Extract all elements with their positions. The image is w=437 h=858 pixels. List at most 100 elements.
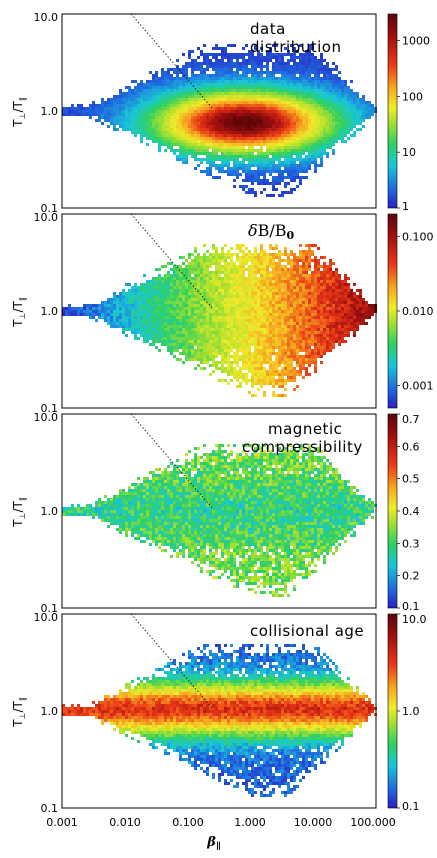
heatmap-cell [185,131,188,134]
heatmap-cell [257,92,260,95]
heatmap-cell [344,310,347,313]
heatmap-cell [359,122,362,125]
heatmap-cell [317,137,320,140]
heatmap-cell [125,101,128,104]
heatmap-cell [194,295,197,298]
heatmap-cell [326,298,329,301]
heatmap-cell [224,104,227,107]
heatmap-cell [326,310,329,313]
heatmap-cell [254,143,257,146]
heatmap-cell [194,122,197,125]
heatmap-cell [296,86,299,89]
heatmap-cell [296,125,299,128]
heatmap-cell [83,113,86,116]
heatmap-cell [122,289,125,292]
heatmap-cell [215,140,218,143]
heatmap-cell [167,277,170,280]
heatmap-cell [158,286,161,289]
heatmap-cell [134,289,137,292]
heatmap-cell [251,140,254,143]
heatmap-cell [209,173,212,176]
heatmap-cell [254,301,257,304]
heatmap-cell [302,322,305,325]
heatmap-cell [329,107,332,110]
heatmap-cell [224,155,227,158]
heatmap-cell [185,143,188,146]
heatmap-cell [149,283,152,286]
heatmap-cell [305,176,308,179]
heatmap-cell [305,65,308,68]
heatmap-cell [185,322,188,325]
heatmap-cell [239,268,242,271]
heatmap-cell [272,289,275,292]
heatmap-cell [167,80,170,83]
heatmap-cell [203,316,206,319]
heatmap-cell [263,295,266,298]
heatmap-cell [242,188,245,191]
heatmap-cell [101,122,104,125]
heatmap-cell [206,289,209,292]
heatmap-cell [206,149,209,152]
heatmap-cell [254,164,257,167]
heatmap-cell [188,265,191,268]
heatmap-cell [188,262,191,265]
heatmap-cell [269,140,272,143]
heatmap-cell [239,140,242,143]
heatmap-cell [194,250,197,253]
heatmap-cell [230,116,233,119]
heatmap-cell [212,337,215,340]
heatmap-cell [191,83,194,86]
heatmap-cell [146,292,149,295]
heatmap-cell [263,283,266,286]
heatmap-cell [314,316,317,319]
heatmap-cell [266,277,269,280]
heatmap-cell [224,161,227,164]
heatmap-cell [239,53,242,56]
heatmap-cell [176,265,179,268]
heatmap-cell [290,173,293,176]
heatmap-cell [263,253,266,256]
heatmap-cell [356,104,359,107]
heatmap-cell [161,131,164,134]
heatmap-cell [137,295,140,298]
heatmap-cell [245,286,248,289]
heatmap-cell [257,152,260,155]
heatmap-cell [281,164,284,167]
heatmap-cell [131,298,134,301]
heatmap-cell [107,125,110,128]
heatmap-cell [260,256,263,259]
heatmap-cell [212,122,215,125]
heatmap-cell [137,331,140,334]
heatmap-cell [188,113,191,116]
heatmap-cell [239,259,242,262]
heatmap-cell [275,143,278,146]
heatmap-cell [311,337,314,340]
heatmap-cell [236,125,239,128]
heatmap-cell [356,304,359,307]
heatmap-cell [305,274,308,277]
heatmap-cell [356,298,359,301]
heatmap-cell [161,319,164,322]
heatmap-cell [227,173,230,176]
heatmap-cell [218,68,221,71]
heatmap-cell [263,310,266,313]
heatmap-cell [341,319,344,322]
heatmap-cell [176,304,179,307]
heatmap-cell [143,319,146,322]
heatmap-cell [296,113,299,116]
heatmap-cell [299,101,302,104]
heatmap-cell [161,80,164,83]
heatmap-cell [287,322,290,325]
heatmap-cell [230,316,233,319]
heatmap-cell [341,286,344,289]
heatmap-cell [281,319,284,322]
heatmap-cell [215,107,218,110]
heatmap-cell [209,259,212,262]
heatmap-cell [221,328,224,331]
heatmap-cell [326,83,329,86]
heatmap-cell [215,116,218,119]
heatmap-cell [218,170,221,173]
heatmap-cell [266,53,269,56]
heatmap-cell [113,104,116,107]
heatmap-cell [299,271,302,274]
